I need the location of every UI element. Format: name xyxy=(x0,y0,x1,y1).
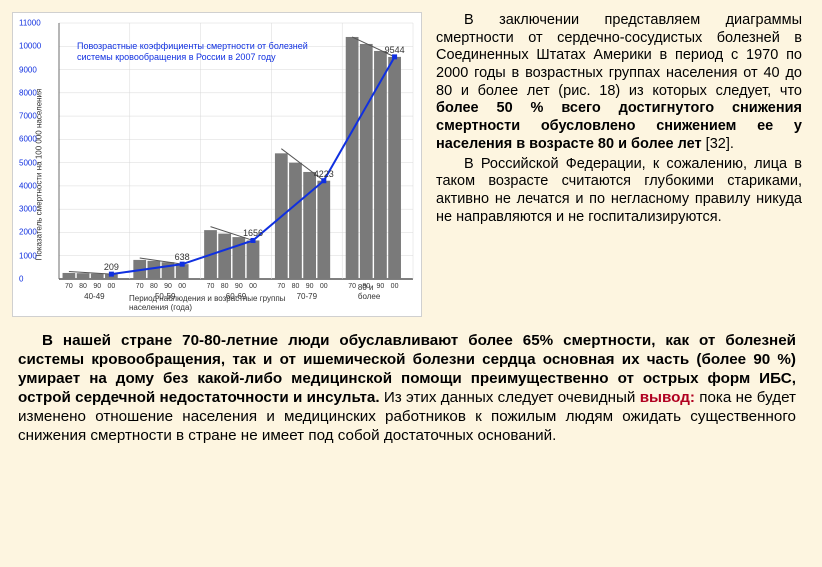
x-tick-year: 90 xyxy=(93,283,101,290)
paragraph-1: В заключении представляем диаграммы смер… xyxy=(436,12,802,154)
x-tick-year: 90 xyxy=(306,283,314,290)
x-tick-year: 00 xyxy=(320,283,328,290)
y-tick-label: 5000 xyxy=(19,158,37,167)
x-tick-year: 00 xyxy=(249,283,257,290)
x-tick-year: 00 xyxy=(178,283,186,290)
chart-container: Повозрастные коэффициенты смертности от … xyxy=(12,12,422,317)
age-group-label: 80 и более xyxy=(358,283,397,301)
x-tick-year: 80 xyxy=(292,283,300,290)
bottom-paragraph: В нашей стране 70-80-летние люди обуслав… xyxy=(12,331,802,445)
y-tick-label: 3000 xyxy=(19,205,37,214)
value-label: 1656 xyxy=(243,228,263,238)
x-tick-year: 80 xyxy=(79,283,87,290)
age-group-label: 70-79 xyxy=(297,292,317,301)
age-group-label: 60-69 xyxy=(226,292,246,301)
paragraph-2: В Российской Федерации, к сожалению, лиц… xyxy=(436,156,802,227)
value-label: 9544 xyxy=(385,45,405,55)
x-tick-year: 70 xyxy=(348,283,356,290)
y-tick-label: 10000 xyxy=(19,42,41,51)
value-label: 638 xyxy=(175,252,190,262)
x-tick-year: 90 xyxy=(235,283,243,290)
value-label: 4223 xyxy=(314,169,334,179)
x-tick-year: 90 xyxy=(164,283,172,290)
x-tick-year: 80 xyxy=(150,283,158,290)
y-tick-label: 1000 xyxy=(19,251,37,260)
y-tick-label: 9000 xyxy=(19,65,37,74)
chart-title: Повозрастные коэффициенты смертности от … xyxy=(77,41,337,64)
x-tick-year: 70 xyxy=(136,283,144,290)
x-tick-year: 70 xyxy=(65,283,73,290)
x-tick-year: 70 xyxy=(207,283,215,290)
age-group-label: 40-49 xyxy=(84,292,104,301)
y-tick-label: 7000 xyxy=(19,112,37,121)
y-tick-label: 8000 xyxy=(19,88,37,97)
y-tick-label: 6000 xyxy=(19,135,37,144)
y-tick-label: 2000 xyxy=(19,228,37,237)
x-tick-year: 00 xyxy=(107,283,115,290)
y-tick-label: 0 xyxy=(19,275,23,284)
right-text-column: В заключении представляем диаграммы смер… xyxy=(436,12,802,317)
y-tick-label: 4000 xyxy=(19,181,37,190)
x-tick-year: 80 xyxy=(221,283,229,290)
age-group-label: 50-59 xyxy=(155,292,175,301)
value-label: 209 xyxy=(104,262,119,272)
x-tick-year: 70 xyxy=(277,283,285,290)
y-tick-label: 11000 xyxy=(19,19,41,28)
